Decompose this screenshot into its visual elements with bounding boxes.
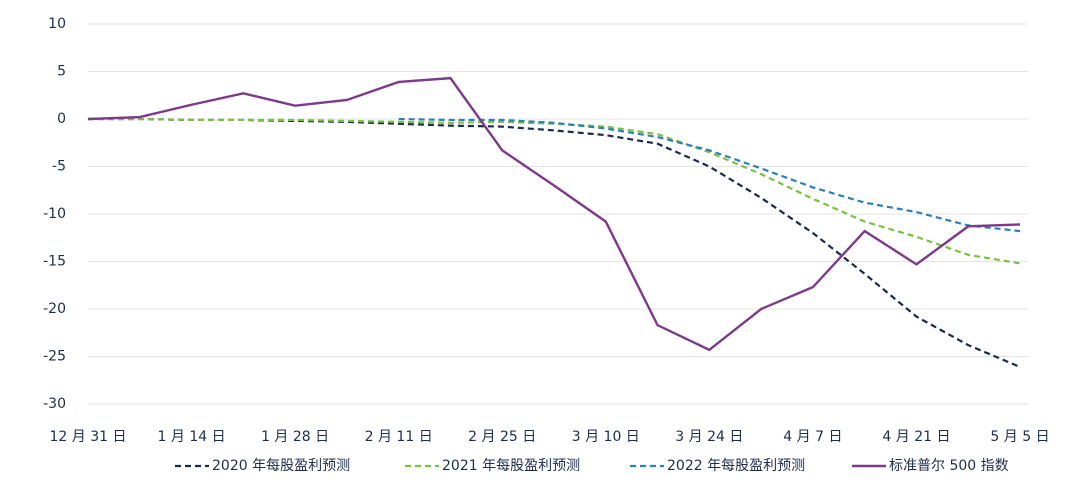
y-tick-label: -25 (43, 349, 66, 365)
series-line (88, 117, 1021, 265)
legend-label: 2021 年每股盈利预测 (442, 458, 580, 474)
series-line (398, 117, 1021, 233)
x-tick-label: 4 月 21 日 (882, 429, 950, 445)
series-line (88, 117, 1021, 368)
y-tick-label: -20 (43, 301, 66, 317)
legend-label: 标准普尔 500 指数 (889, 458, 1009, 474)
y-tick-label: -30 (43, 396, 66, 412)
x-tick-label: 4 月 7 日 (783, 429, 842, 445)
series-line (87, 76, 1021, 352)
y-tick-label: -5 (52, 159, 66, 175)
y-tick-label: -10 (43, 206, 66, 222)
x-tick-label: 2 月 11 日 (365, 429, 433, 445)
x-tick-label: 3 月 10 日 (572, 429, 640, 445)
legend-label: 2020 年每股盈利预测 (212, 458, 350, 474)
x-tick-label: 12 月 31 日 (50, 429, 127, 445)
legend-label: 2022 年每股盈利预测 (667, 458, 805, 474)
x-tick-label: 2 月 25 日 (468, 429, 536, 445)
y-tick-label: -15 (43, 254, 66, 270)
y-tick-label: 0 (57, 111, 66, 127)
x-tick-label: 3 月 24 日 (675, 429, 743, 445)
x-tick-label: 5 月 5 日 (990, 429, 1049, 445)
x-tick-label: 1 月 28 日 (261, 429, 329, 445)
x-tick-label: 1 月 14 日 (158, 429, 226, 445)
y-tick-label: 5 (57, 64, 66, 80)
y-tick-label: 10 (48, 16, 66, 32)
